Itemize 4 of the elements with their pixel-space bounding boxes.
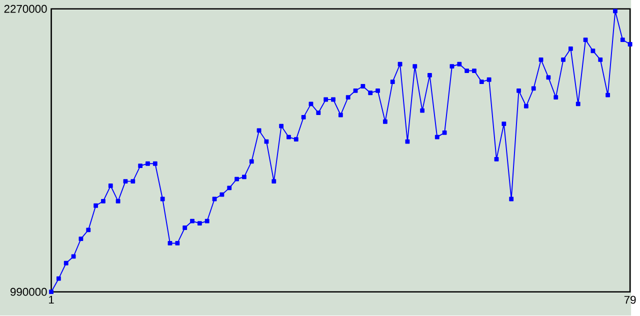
- y-tick-label: 990000: [10, 288, 47, 296]
- y-tick-label: 2270000: [4, 5, 47, 14]
- x-tick-label: 1: [49, 296, 54, 304]
- x-tick-label: 79: [624, 296, 636, 304]
